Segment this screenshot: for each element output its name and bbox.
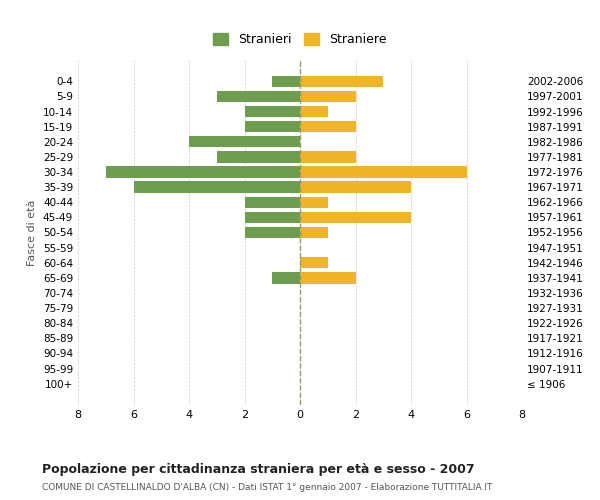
Bar bbox=[245, 106, 300, 117]
Legend: Stranieri, Straniere: Stranieri, Straniere bbox=[208, 28, 392, 52]
Bar bbox=[300, 196, 328, 208]
Y-axis label: Fasce di età: Fasce di età bbox=[28, 200, 37, 266]
Bar bbox=[300, 166, 467, 177]
Bar bbox=[245, 227, 300, 238]
Bar bbox=[106, 166, 300, 177]
Bar bbox=[189, 136, 300, 147]
Bar bbox=[300, 91, 355, 102]
Bar bbox=[133, 182, 300, 193]
Bar bbox=[300, 227, 328, 238]
Text: COMUNE DI CASTELLINALDO D'ALBA (CN) - Dati ISTAT 1° gennaio 2007 - Elaborazione : COMUNE DI CASTELLINALDO D'ALBA (CN) - Da… bbox=[42, 484, 493, 492]
Bar bbox=[272, 272, 300, 283]
Bar bbox=[300, 257, 328, 268]
Bar bbox=[300, 121, 355, 132]
Bar bbox=[245, 196, 300, 208]
Text: Popolazione per cittadinanza straniera per età e sesso - 2007: Popolazione per cittadinanza straniera p… bbox=[42, 462, 475, 475]
Bar bbox=[300, 212, 411, 223]
Bar bbox=[300, 152, 355, 162]
Bar bbox=[217, 152, 300, 162]
Bar bbox=[300, 272, 355, 283]
Bar bbox=[245, 212, 300, 223]
Bar bbox=[245, 121, 300, 132]
Bar bbox=[300, 106, 328, 117]
Bar bbox=[300, 182, 411, 193]
Bar bbox=[217, 91, 300, 102]
Bar bbox=[300, 76, 383, 87]
Bar bbox=[272, 76, 300, 87]
